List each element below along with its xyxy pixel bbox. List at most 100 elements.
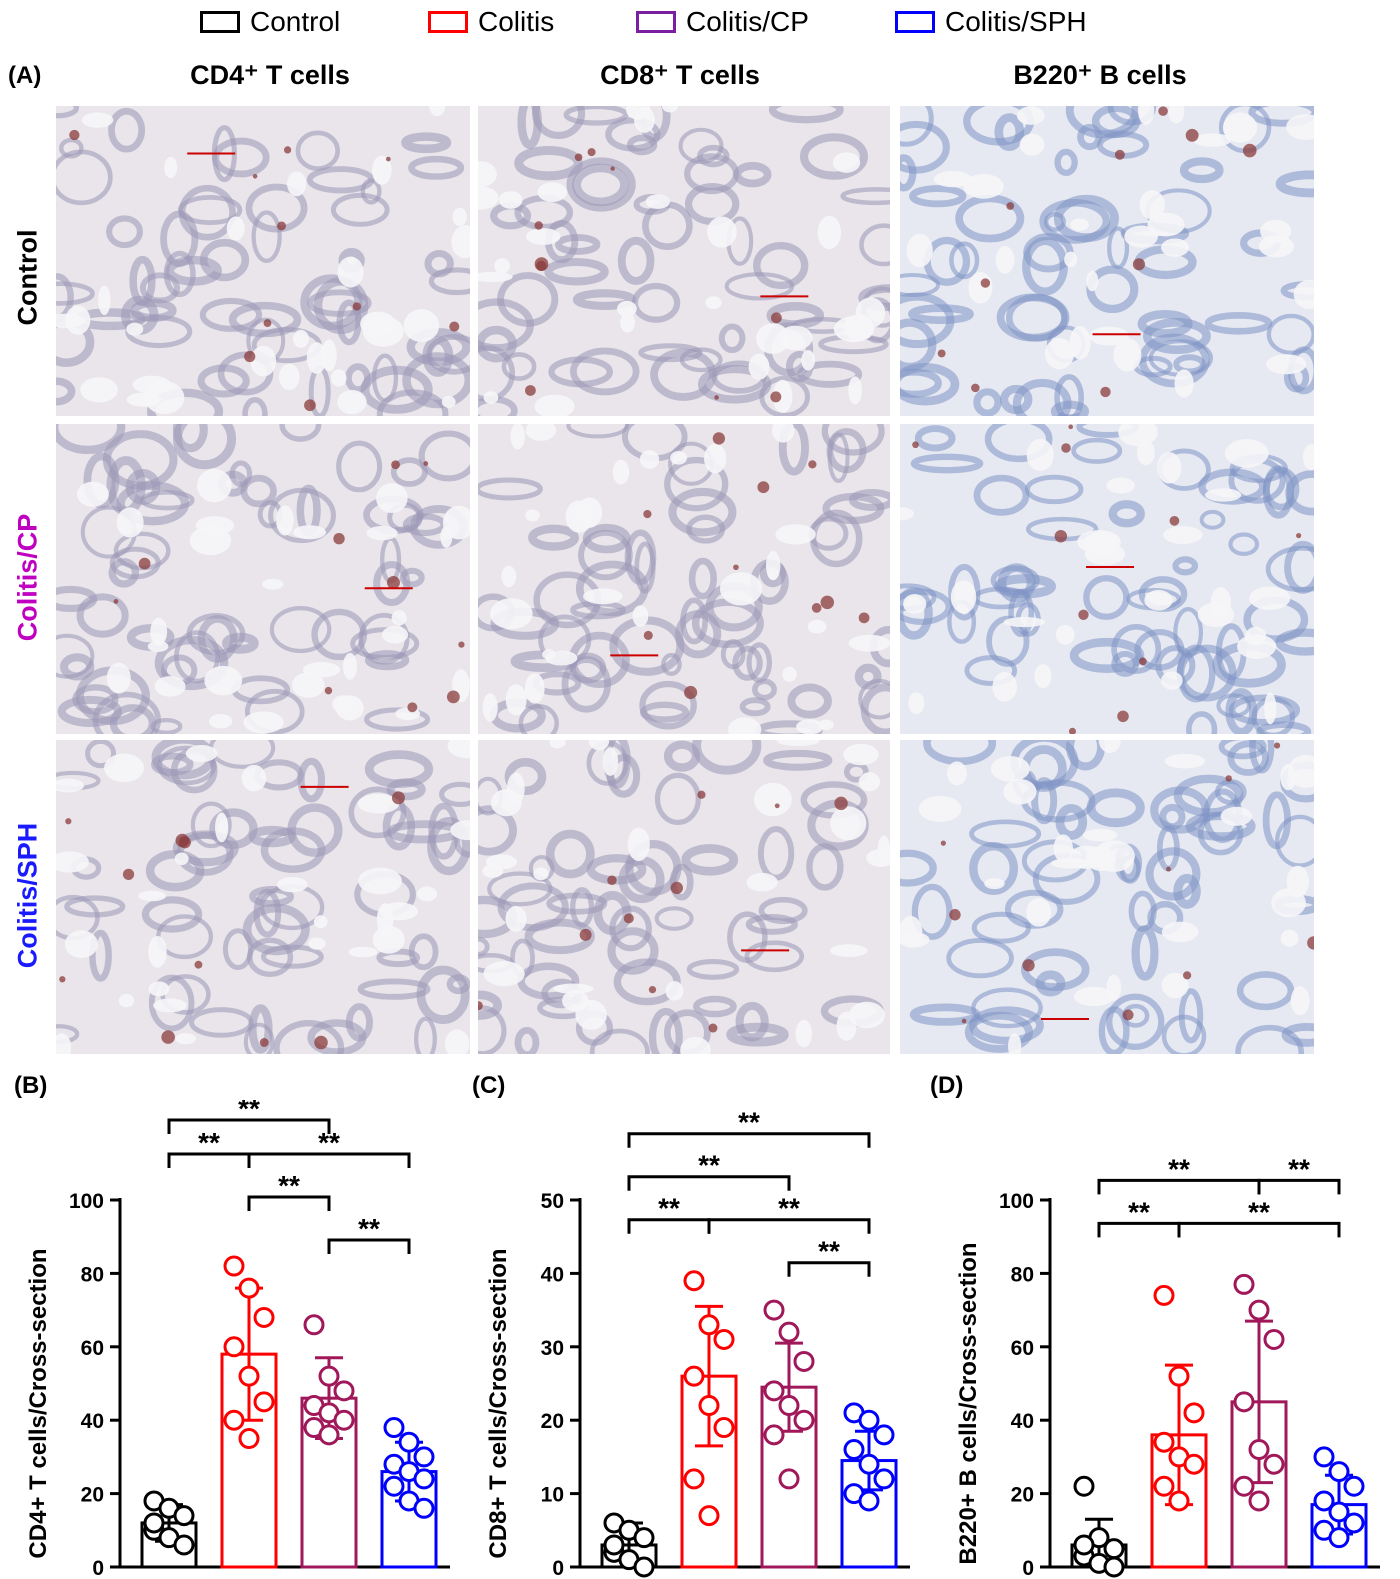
data-point bbox=[223, 1255, 245, 1277]
y-tick-label: 100 bbox=[999, 1190, 1034, 1213]
significance-label: ** bbox=[778, 1193, 800, 1224]
legend-swatch-colitis-sph bbox=[895, 11, 935, 33]
y-tick-label: 10 bbox=[541, 1484, 564, 1507]
bracket-line bbox=[1177, 1221, 1341, 1238]
bracket-line bbox=[247, 1152, 411, 1169]
row-label-control: Control bbox=[12, 229, 43, 326]
data-point bbox=[683, 1270, 705, 1292]
data-point bbox=[1343, 1475, 1365, 1497]
data-point bbox=[1233, 1391, 1255, 1413]
micrograph-control-cd8 bbox=[478, 106, 890, 416]
y-tick-label: 0 bbox=[92, 1557, 104, 1579]
data-point bbox=[238, 1277, 260, 1299]
y-tick-label: 60 bbox=[81, 1337, 104, 1360]
legend-item-colitis-sph: Colitis/SPH bbox=[895, 4, 1087, 40]
data-point bbox=[633, 1556, 655, 1578]
bar-group-3 bbox=[380, 1417, 438, 1569]
bar-group-2 bbox=[760, 1299, 818, 1569]
legend-item-control: Control bbox=[200, 4, 340, 40]
data-point bbox=[1153, 1431, 1175, 1453]
panel-b-label: (B) bbox=[14, 1072, 48, 1099]
data-point bbox=[1073, 1475, 1095, 1497]
y-tick-label: 20 bbox=[541, 1410, 564, 1433]
y-tick-label: 30 bbox=[541, 1337, 564, 1360]
y-axis: 0 10 20 30 40 50 bbox=[541, 1190, 910, 1579]
data-point bbox=[1168, 1490, 1190, 1512]
significance-label: ** bbox=[818, 1236, 840, 1267]
bracket-line bbox=[627, 1175, 791, 1191]
data-point bbox=[1328, 1461, 1350, 1483]
data-point bbox=[1313, 1490, 1335, 1512]
data-point bbox=[778, 1395, 800, 1417]
y-tick-label: 0 bbox=[552, 1557, 564, 1579]
significance-bracket: ** bbox=[167, 1100, 331, 1134]
y-tick-label: 50 bbox=[541, 1190, 564, 1213]
y-tick-label: 100 bbox=[69, 1190, 104, 1213]
y-tick-label: 60 bbox=[1011, 1337, 1034, 1360]
y-tick-label: 40 bbox=[541, 1263, 564, 1286]
data-point bbox=[1233, 1273, 1255, 1295]
significance-label: ** bbox=[238, 1100, 260, 1124]
panel-a-label: (A) bbox=[8, 62, 42, 89]
data-point bbox=[793, 1350, 815, 1372]
data-point bbox=[763, 1424, 785, 1446]
figure-legend: Control Colitis Colitis/CP Colitis/SPH bbox=[200, 4, 1200, 40]
significance-bracket: ** bbox=[707, 1193, 871, 1234]
data-point bbox=[858, 1453, 880, 1475]
chart-d: 0 20 40 60 80 100 B220+ B cells/Cross-section *… bbox=[930, 1100, 1400, 1579]
panel-c-label: (C) bbox=[472, 1072, 506, 1099]
panel-d-label: (D) bbox=[930, 1072, 964, 1099]
data-point bbox=[698, 1505, 720, 1527]
chart-b: 0 20 40 60 80 100 CD4+ T cells/Cross-section **… bbox=[0, 1100, 460, 1579]
significance-bracket: ** bbox=[327, 1213, 411, 1255]
data-point bbox=[223, 1409, 245, 1431]
legend-label-colitis-sph: Colitis/SPH bbox=[945, 6, 1087, 37]
data-point bbox=[713, 1328, 735, 1350]
data-point bbox=[1343, 1512, 1365, 1534]
data-point bbox=[1328, 1527, 1350, 1549]
y-tick-label: 40 bbox=[1011, 1410, 1034, 1433]
data-point bbox=[763, 1380, 785, 1402]
data-point bbox=[1103, 1538, 1125, 1560]
significance-bracket: ** bbox=[1097, 1153, 1261, 1195]
data-point bbox=[843, 1439, 865, 1461]
data-point bbox=[1328, 1501, 1350, 1523]
y-axis-title: B220+ B cells/Cross-section bbox=[955, 1242, 982, 1564]
data-point bbox=[318, 1424, 340, 1446]
data-point bbox=[1073, 1534, 1095, 1556]
significance-label: ** bbox=[1168, 1153, 1190, 1184]
data-point bbox=[698, 1395, 720, 1417]
y-axis: 0 20 40 60 80 100 bbox=[999, 1190, 1380, 1579]
significance-label: ** bbox=[658, 1193, 680, 1224]
column-header-cd8: CD8⁺ T cells bbox=[600, 60, 760, 90]
data-point bbox=[223, 1336, 245, 1358]
micrograph-colitis-sph-b220 bbox=[900, 740, 1314, 1054]
significance-bracket: ** bbox=[247, 1127, 411, 1169]
bracket-line bbox=[167, 1118, 331, 1134]
significance-bracket: ** bbox=[247, 1170, 331, 1212]
data-point bbox=[778, 1468, 800, 1490]
significance-bracket: ** bbox=[167, 1127, 251, 1169]
micrograph-control-cd4 bbox=[56, 106, 470, 416]
data-point bbox=[383, 1417, 405, 1439]
significance-bracket: ** bbox=[1177, 1196, 1341, 1238]
data-point bbox=[173, 1534, 195, 1556]
micrograph-colitis-sph-cd4 bbox=[56, 740, 470, 1054]
bracket-line bbox=[327, 1238, 411, 1255]
data-point bbox=[1263, 1453, 1285, 1475]
data-point bbox=[398, 1431, 420, 1453]
data-point bbox=[633, 1527, 655, 1549]
significance-label: ** bbox=[1248, 1196, 1270, 1227]
y-tick-label: 80 bbox=[1011, 1263, 1034, 1286]
data-point bbox=[713, 1417, 735, 1439]
bar-group-2 bbox=[300, 1314, 358, 1569]
significance-bracket: ** bbox=[1257, 1153, 1341, 1195]
significance-bracket: ** bbox=[787, 1236, 871, 1277]
data-point bbox=[873, 1424, 895, 1446]
y-tick-label: 20 bbox=[1011, 1484, 1034, 1507]
bar-group-1 bbox=[680, 1270, 738, 1569]
bracket-line bbox=[787, 1261, 871, 1277]
micrograph-colitis-cp-cd8 bbox=[478, 424, 890, 734]
bar-group-1 bbox=[1150, 1284, 1208, 1569]
significance-label: ** bbox=[1288, 1153, 1310, 1184]
